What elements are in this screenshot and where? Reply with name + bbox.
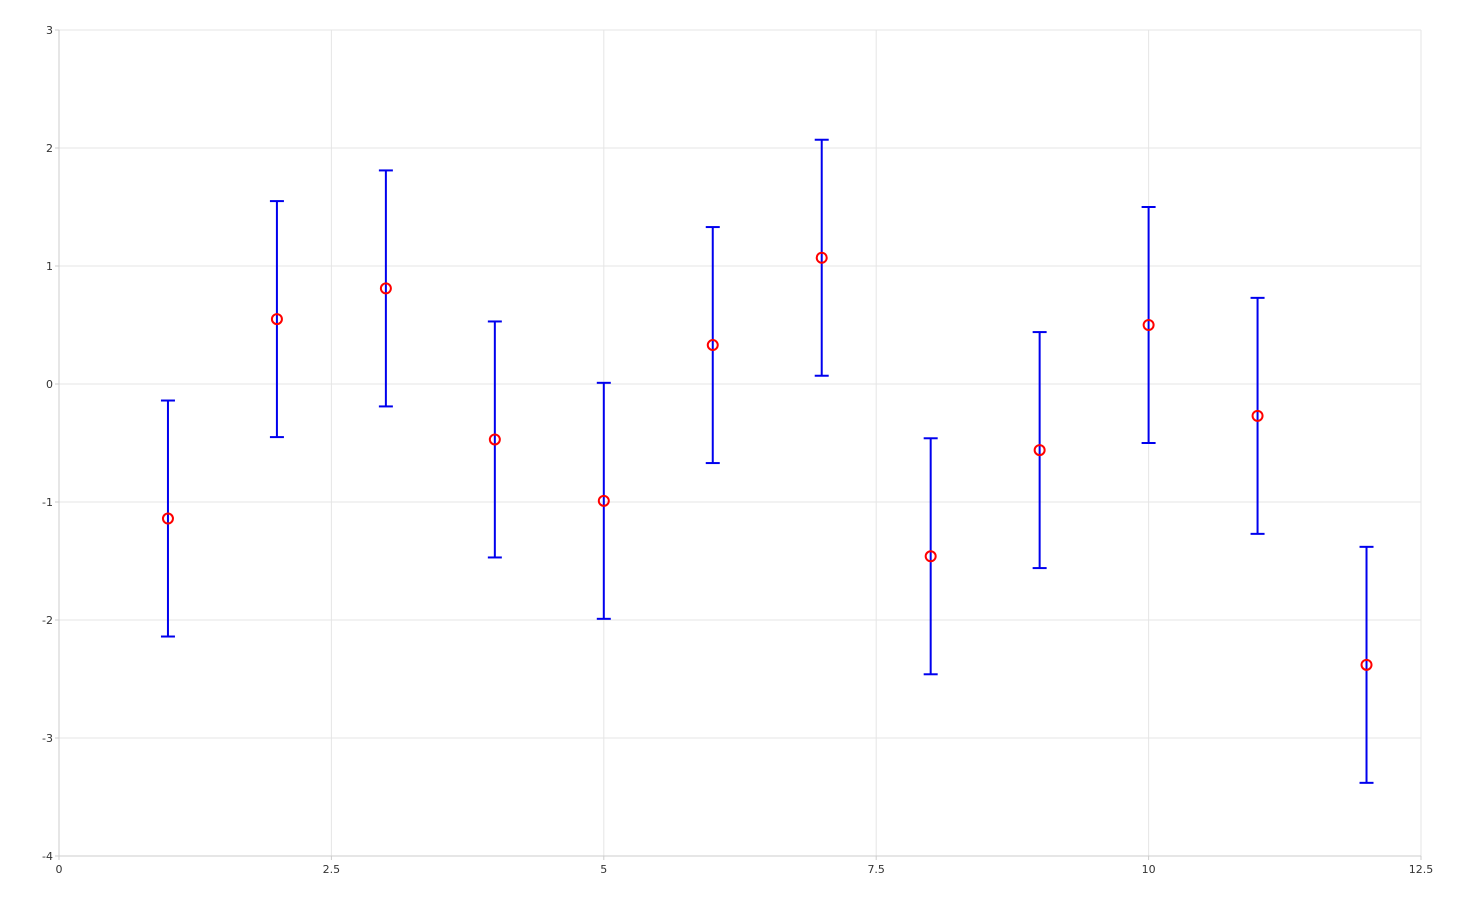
y-tick-label: 1 xyxy=(46,260,53,273)
data-point-marker xyxy=(597,494,610,507)
y-tick-label: 3 xyxy=(46,24,53,37)
x-tick-label: 2.5 xyxy=(323,863,341,876)
y-axis-ticks: -4 -3 -2 -1 0 1 2 3 xyxy=(42,24,59,863)
data-point-marker xyxy=(924,550,937,563)
data-point-marker xyxy=(1360,658,1373,671)
y-tick-label: -1 xyxy=(42,496,53,509)
data-points xyxy=(161,251,1373,671)
data-point-marker xyxy=(1142,319,1155,331)
error-bar xyxy=(923,437,938,676)
axis-layer xyxy=(58,30,1421,857)
error-bar xyxy=(705,226,720,465)
data-point-marker xyxy=(1251,409,1264,422)
y-tick-label: 0 xyxy=(46,378,53,391)
x-tick-label: 5 xyxy=(600,863,607,876)
error-bar xyxy=(160,399,175,638)
x-tick-label: 10 xyxy=(1142,863,1156,876)
data-point-marker xyxy=(379,282,392,295)
y-tick-label: -3 xyxy=(42,732,53,745)
data-point-marker xyxy=(161,512,174,525)
data-point-marker xyxy=(1033,444,1046,457)
error-bar xyxy=(1359,545,1374,784)
x-axis-ticks: 0 2.5 5 7.5 10 12.5 xyxy=(56,856,1434,876)
y-tick-label: -4 xyxy=(42,850,53,863)
error-bar xyxy=(596,381,611,620)
error-bar xyxy=(378,169,393,408)
error-bar xyxy=(487,320,502,559)
error-bar xyxy=(269,200,284,439)
data-point-marker xyxy=(270,313,283,326)
error-bar xyxy=(814,138,829,377)
error-bar xyxy=(1141,206,1156,444)
error-bar xyxy=(1250,296,1265,535)
error-bar xyxy=(1032,331,1047,570)
y-tick-label: -2 xyxy=(42,614,53,627)
y-tick-label: 2 xyxy=(46,142,53,155)
data-point-marker xyxy=(815,251,828,264)
x-tick-label: 7.5 xyxy=(867,863,885,876)
error-bars xyxy=(160,138,1374,784)
x-tick-label: 0 xyxy=(56,863,63,876)
data-point-marker xyxy=(488,433,501,446)
data-point-marker xyxy=(706,339,719,352)
x-tick-label: 12.5 xyxy=(1409,863,1434,876)
